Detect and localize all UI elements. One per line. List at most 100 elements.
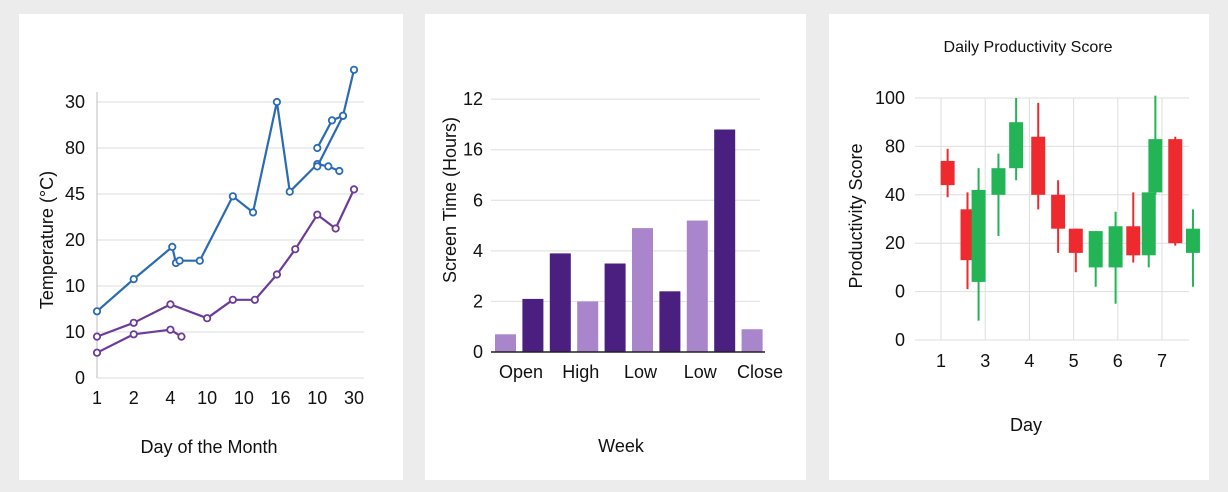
bar [714, 129, 736, 352]
chart-title: Daily Productivity Score [944, 39, 1113, 56]
series-line [96, 328, 182, 354]
data-point [338, 111, 348, 120]
bar-chart-panel: 0 2 4 6 16 12 Open High Low Low Close Week Screen Ti… [425, 14, 806, 480]
data-point [129, 318, 138, 327]
data-point [313, 143, 322, 153]
temperature-line-chart: 0 10 10 20 45 80 30 1 2 4 10 10 16 10 30 Day of the Mon… [37, 65, 364, 457]
x-axis-title: Day of the Month [140, 437, 277, 457]
y-tick-label: 10 [65, 322, 85, 342]
candle-body [1031, 136, 1046, 195]
candle-body [1168, 139, 1183, 244]
data-point [92, 348, 102, 357]
candle-body [1051, 194, 1066, 229]
candle-body [971, 189, 986, 282]
y-tick-label: 100 [875, 88, 905, 108]
x-tick-label: Low [624, 362, 658, 382]
data-point [313, 210, 322, 219]
bar [604, 263, 626, 352]
x-tick-label: 5 [1069, 351, 1079, 371]
bar [741, 329, 763, 352]
candle-body [1108, 226, 1123, 268]
data-point [228, 192, 237, 201]
x-tick-label: 30 [344, 388, 364, 408]
x-tick-label: 10 [197, 388, 217, 408]
data-point [195, 256, 204, 265]
bar [659, 291, 681, 352]
data-point [272, 270, 281, 279]
bar [577, 301, 599, 352]
x-tick-label: 7 [1157, 351, 1167, 371]
y-tick-label: 0 [895, 330, 905, 350]
y-axis-title: Temperature (°C) [37, 171, 57, 309]
x-tick-label: Open [499, 362, 543, 382]
data-point [349, 65, 359, 74]
x-tick-label: Low [684, 362, 718, 382]
x-tick-label: High [562, 362, 599, 382]
y-tick-label: 80 [885, 136, 905, 156]
data-point [92, 332, 102, 341]
data-point [327, 116, 337, 125]
data-point [203, 314, 212, 323]
bar [549, 253, 571, 352]
data-point [324, 162, 333, 171]
bar [686, 220, 708, 352]
data-point [166, 300, 175, 309]
x-tick-label: 4 [1024, 351, 1034, 371]
candle-body [1185, 228, 1200, 253]
y-tick-label: 12 [463, 89, 483, 109]
screen-time-bar-chart: 0 2 4 6 16 12 Open High Low Low Close Week Screen Ti… [440, 89, 783, 456]
bar [522, 298, 544, 352]
x-tick-label: 1 [92, 388, 102, 408]
data-point [166, 325, 175, 334]
candle-body [1088, 231, 1103, 268]
candle-body [940, 160, 955, 186]
candle-body [1068, 228, 1083, 253]
data-point [335, 166, 344, 176]
x-tick-label: 6 [1113, 351, 1123, 371]
data-point [313, 162, 322, 171]
x-tick-label: 16 [271, 388, 291, 408]
candle-body [1126, 226, 1141, 256]
data-point [129, 274, 138, 284]
y-tick-label: 45 [65, 184, 85, 204]
y-tick-label: 6 [473, 190, 483, 210]
data-point [92, 307, 102, 316]
candle-body [1148, 139, 1163, 193]
bar [632, 228, 653, 352]
y-axis-title: Productivity Score [846, 143, 866, 288]
y-tick-label: 4 [473, 241, 483, 261]
data-point [168, 242, 177, 251]
data-point [248, 208, 258, 217]
y-tick-label: 20 [885, 233, 905, 253]
y-tick-label: 0 [895, 282, 905, 302]
y-tick-label: 30 [65, 92, 85, 112]
y-tick-label: 16 [463, 140, 483, 160]
x-tick-label: Close [737, 362, 783, 382]
candle-body [960, 209, 975, 261]
productivity-candlestick-chart: Daily Productivity Score 0 0 20 40 80 100 1 3 4 5 6… [846, 39, 1200, 435]
x-tick-label: 1 [936, 351, 946, 371]
x-axis-title: Week [598, 436, 645, 456]
x-tick-label: 4 [165, 388, 175, 408]
y-tick-label: 20 [65, 230, 85, 250]
x-tick-label: 2 [129, 388, 139, 408]
data-point [250, 295, 259, 304]
y-tick-label: 0 [473, 342, 483, 362]
candle-body [1141, 192, 1156, 256]
bar [495, 334, 516, 352]
candle-body [1009, 122, 1024, 169]
line-chart-panel: 0 10 10 20 45 80 30 1 2 4 10 10 16 10 30 Day of the Mon… [19, 14, 403, 480]
y-tick-label: 40 [885, 185, 905, 205]
x-tick-label: 10 [307, 388, 327, 408]
data-point [177, 332, 186, 341]
data-point [291, 245, 300, 254]
x-tick-label: 3 [980, 351, 990, 371]
y-tick-label: 10 [65, 276, 85, 296]
candlestick-chart-panel: Daily Productivity Score 0 0 20 40 80 100 1 3 4 5 6… [829, 14, 1209, 480]
candle-body [991, 168, 1006, 195]
x-tick-label: 10 [234, 388, 254, 408]
data-point [175, 256, 184, 265]
y-axis-title: Screen Time (Hours) [440, 117, 460, 283]
y-tick-label: 2 [473, 291, 483, 311]
y-tick-label: 80 [65, 138, 85, 158]
